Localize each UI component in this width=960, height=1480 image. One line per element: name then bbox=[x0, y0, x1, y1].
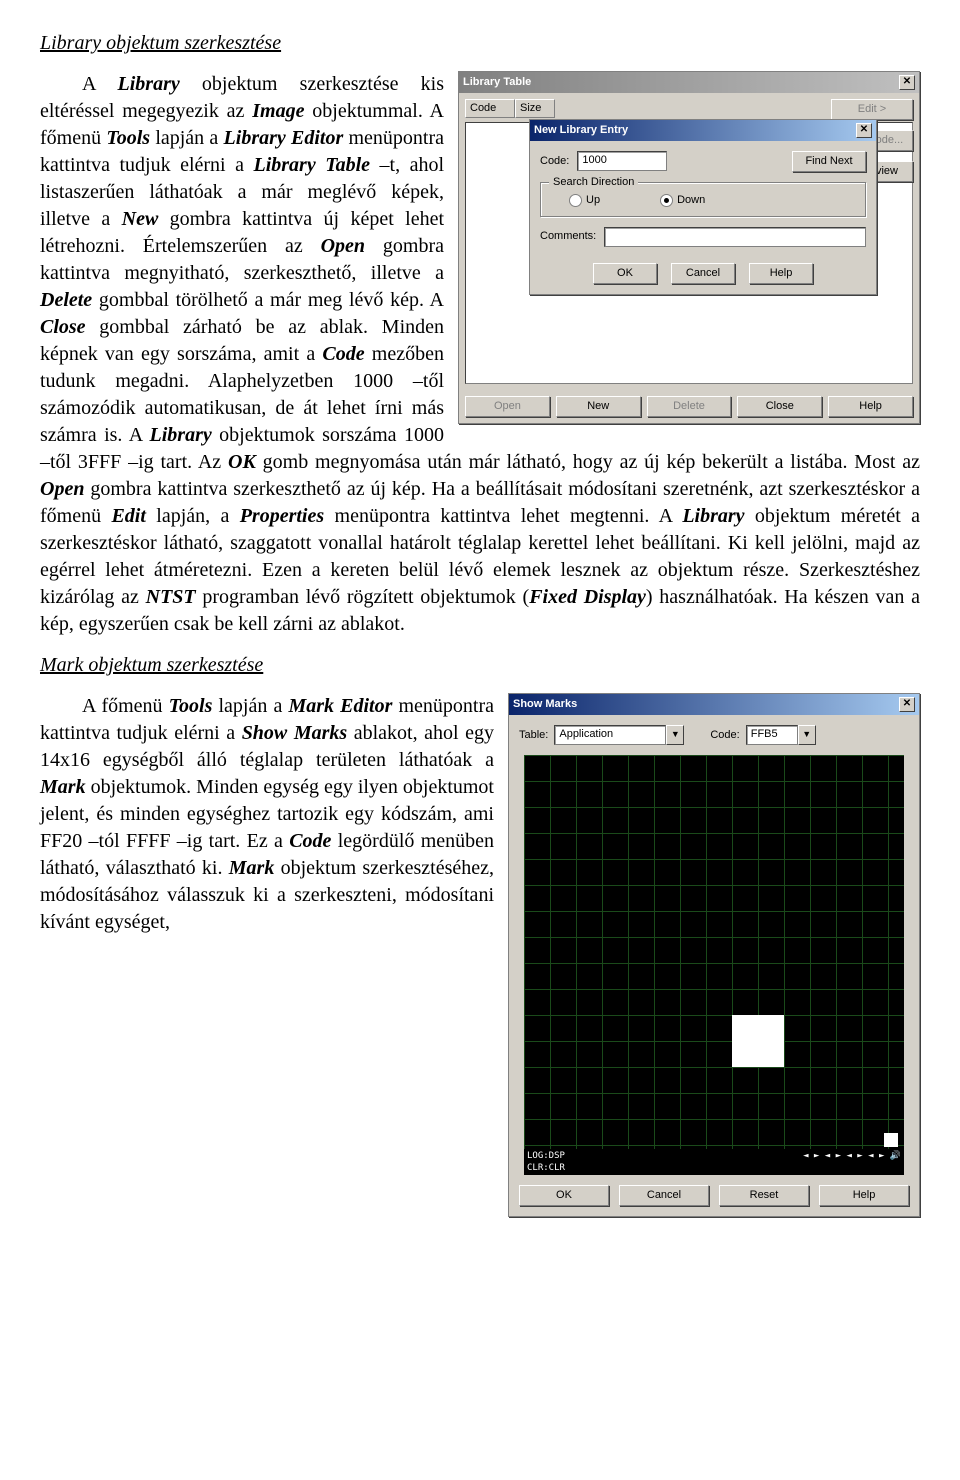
show-marks-window: Show Marks ✕ Table: Application ▼ Code: … bbox=[508, 693, 920, 1217]
up-radio[interactable]: Up bbox=[569, 193, 600, 208]
col-size[interactable]: Size bbox=[515, 99, 555, 118]
section2-heading: Mark objektum szerkesztése bbox=[40, 652, 920, 679]
chevron-down-icon[interactable]: ▼ bbox=[666, 725, 684, 745]
search-direction-group: Search Direction Up Down bbox=[540, 182, 866, 217]
status-icons: ◄ ► ◄ ► ◄ ► ◄ ► 🔊 bbox=[803, 1150, 901, 1174]
dialog-titlebar: New Library Entry ✕ bbox=[530, 120, 876, 141]
mark-cell-selected[interactable] bbox=[732, 1015, 784, 1067]
chevron-down-icon[interactable]: ▼ bbox=[798, 725, 816, 745]
close-icon[interactable]: ✕ bbox=[899, 697, 915, 712]
help-button[interactable]: Help bbox=[819, 1185, 909, 1206]
reset-button[interactable]: Reset bbox=[719, 1185, 809, 1206]
mark-cell[interactable] bbox=[884, 1133, 898, 1147]
show-marks-title: Show Marks bbox=[513, 697, 577, 712]
grid-statusbar: LOG:DSPCLR:CLR ◄ ► ◄ ► ◄ ► ◄ ► 🔊 bbox=[524, 1149, 904, 1175]
col-code[interactable]: Code bbox=[465, 99, 515, 118]
close-button[interactable]: Close bbox=[737, 396, 822, 417]
library-table-titlebar: Library Table ✕ bbox=[459, 72, 919, 93]
code-input[interactable]: 1000 bbox=[577, 151, 667, 171]
marks-grid[interactable]: LOG:DSPCLR:CLR ◄ ► ◄ ► ◄ ► ◄ ► 🔊 bbox=[524, 755, 904, 1175]
new-library-entry-dialog: New Library Entry ✕ Code: 1000 Find Next… bbox=[529, 119, 877, 295]
section1-heading: Library objektum szerkesztése bbox=[40, 30, 920, 57]
library-table-window: Library Table ✕ Code Size Edit > Goto Co… bbox=[458, 71, 920, 424]
table-label: Table: bbox=[519, 728, 548, 743]
ok-button[interactable]: OK bbox=[519, 1185, 609, 1206]
open-button[interactable]: Open bbox=[465, 396, 550, 417]
dialog-title: New Library Entry bbox=[534, 123, 628, 138]
code-label: Code: bbox=[710, 728, 739, 743]
cancel-button[interactable]: Cancel bbox=[619, 1185, 709, 1206]
comments-input[interactable] bbox=[604, 227, 866, 247]
library-table-title: Library Table bbox=[463, 75, 531, 90]
ok-button[interactable]: OK bbox=[593, 263, 657, 284]
close-icon[interactable]: ✕ bbox=[856, 123, 872, 138]
comments-label: Comments: bbox=[540, 229, 596, 244]
show-marks-titlebar: Show Marks ✕ bbox=[509, 694, 919, 715]
table-combo[interactable]: Application ▼ bbox=[554, 725, 684, 745]
edit-button[interactable]: Edit > bbox=[831, 99, 913, 120]
new-button[interactable]: New bbox=[556, 396, 641, 417]
close-icon[interactable]: ✕ bbox=[899, 75, 915, 90]
code-combo[interactable]: FFB5 ▼ bbox=[746, 725, 816, 745]
delete-button[interactable]: Delete bbox=[647, 396, 732, 417]
cancel-button[interactable]: Cancel bbox=[671, 263, 735, 284]
code-label: Code: bbox=[540, 154, 569, 169]
find-next-button[interactable]: Find Next bbox=[792, 151, 866, 172]
search-direction-label: Search Direction bbox=[549, 175, 638, 190]
help-button[interactable]: Help bbox=[828, 396, 913, 417]
help-button[interactable]: Help bbox=[749, 263, 813, 284]
down-radio[interactable]: Down bbox=[660, 193, 705, 208]
